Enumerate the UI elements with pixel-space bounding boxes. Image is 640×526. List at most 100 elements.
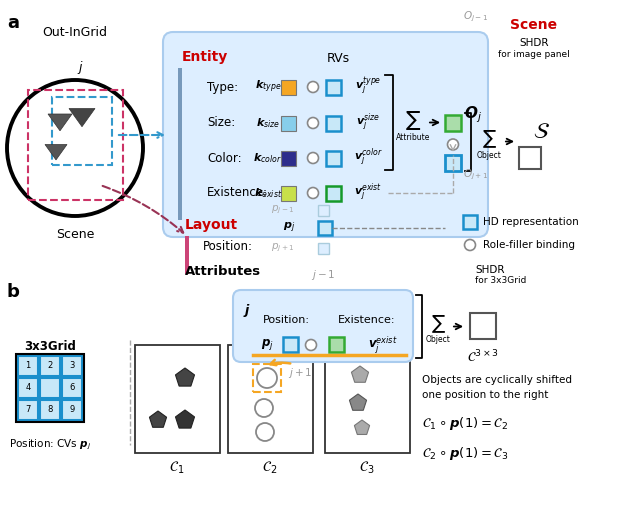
Bar xyxy=(329,337,344,352)
Bar xyxy=(318,243,329,254)
Text: 9: 9 xyxy=(69,406,75,414)
Text: $\boldsymbol{k}_{color}$: $\boldsymbol{k}_{color}$ xyxy=(253,151,282,165)
Text: Existence:: Existence: xyxy=(207,187,268,199)
Text: $\sum$: $\sum$ xyxy=(431,313,445,336)
Bar xyxy=(62,400,82,420)
Bar xyxy=(28,90,123,200)
Text: $\boldsymbol{k}_{exist}$: $\boldsymbol{k}_{exist}$ xyxy=(254,186,282,200)
Bar xyxy=(281,186,296,201)
Text: $\boldsymbol{v}_j^{exist}$: $\boldsymbol{v}_j^{exist}$ xyxy=(368,335,398,356)
Text: for image panel: for image panel xyxy=(498,50,570,59)
Text: Layout: Layout xyxy=(185,218,238,232)
Text: $\mathcal{S}$: $\mathcal{S}$ xyxy=(532,122,550,141)
Circle shape xyxy=(307,82,319,93)
Text: 7: 7 xyxy=(26,406,31,414)
Text: Position:: Position: xyxy=(203,239,253,252)
Text: Scene: Scene xyxy=(56,228,94,241)
Text: $\mathcal{C}_1$: $\mathcal{C}_1$ xyxy=(170,460,185,476)
Text: 3: 3 xyxy=(69,361,75,370)
Text: Attributes: Attributes xyxy=(185,265,261,278)
Text: $O_{j-1}$: $O_{j-1}$ xyxy=(463,9,488,24)
Text: $\sum$: $\sum$ xyxy=(405,109,421,132)
Bar xyxy=(40,400,60,420)
Text: $\mathcal{C}^{3\times3}$: $\mathcal{C}^{3\times3}$ xyxy=(467,349,499,365)
Bar xyxy=(318,205,329,216)
Text: Existence:: Existence: xyxy=(338,315,396,325)
Text: one position to the right: one position to the right xyxy=(422,390,548,400)
Text: 8: 8 xyxy=(47,406,52,414)
Text: 1: 1 xyxy=(26,361,31,370)
Text: Type:: Type: xyxy=(207,80,238,94)
Polygon shape xyxy=(45,145,67,160)
Text: 6: 6 xyxy=(69,383,75,392)
Bar xyxy=(40,378,60,398)
Circle shape xyxy=(7,80,143,216)
Text: $\boldsymbol{v}_j^{type}$: $\boldsymbol{v}_j^{type}$ xyxy=(355,76,381,98)
Text: $p_{j+1}$: $p_{j+1}$ xyxy=(271,242,295,254)
Text: 2: 2 xyxy=(47,361,52,370)
Text: b: b xyxy=(7,283,20,301)
Text: $\boldsymbol{O}_j$: $\boldsymbol{O}_j$ xyxy=(464,104,482,125)
Circle shape xyxy=(305,339,317,350)
Text: Entity: Entity xyxy=(182,50,228,64)
Polygon shape xyxy=(175,410,195,428)
Text: $\mathcal{C}_3$: $\mathcal{C}_3$ xyxy=(359,460,374,476)
Bar xyxy=(283,337,298,352)
Polygon shape xyxy=(69,108,95,127)
Bar xyxy=(325,345,410,453)
Bar xyxy=(62,378,82,398)
Circle shape xyxy=(465,239,476,250)
Bar xyxy=(281,116,296,131)
Text: SHDR: SHDR xyxy=(475,265,504,275)
Text: $p_{j-1}$: $p_{j-1}$ xyxy=(271,204,295,216)
Polygon shape xyxy=(349,394,367,410)
Text: for 3x3Grid: for 3x3Grid xyxy=(475,276,526,285)
Text: $\boldsymbol{v}_j^{exist}$: $\boldsymbol{v}_j^{exist}$ xyxy=(354,182,382,204)
Bar xyxy=(445,155,461,170)
Text: Attribute: Attribute xyxy=(396,133,430,141)
Text: 4: 4 xyxy=(26,383,31,392)
Text: HD representation: HD representation xyxy=(483,217,579,227)
Text: Scene: Scene xyxy=(511,18,557,32)
Bar xyxy=(228,345,313,453)
Bar xyxy=(18,356,38,376)
Bar xyxy=(52,97,112,165)
FancyBboxPatch shape xyxy=(163,32,488,237)
Polygon shape xyxy=(48,114,72,131)
Bar xyxy=(16,354,84,422)
Text: Objects are cyclically shifted: Objects are cyclically shifted xyxy=(422,375,572,385)
Text: Object: Object xyxy=(477,150,501,159)
Bar xyxy=(326,151,341,166)
Text: Size:: Size: xyxy=(207,116,236,129)
Polygon shape xyxy=(150,411,166,427)
Bar xyxy=(281,151,296,166)
FancyBboxPatch shape xyxy=(233,290,413,362)
Text: Position: CVs $\boldsymbol{p}_j$: Position: CVs $\boldsymbol{p}_j$ xyxy=(9,438,91,452)
Text: Position:: Position: xyxy=(263,315,310,325)
Text: $\mathcal{C}_2$: $\mathcal{C}_2$ xyxy=(262,460,278,476)
Bar xyxy=(326,186,341,201)
Bar xyxy=(519,147,541,168)
Text: $\boldsymbol{p}_j$: $\boldsymbol{p}_j$ xyxy=(283,221,295,235)
Text: $\boldsymbol{j}$: $\boldsymbol{j}$ xyxy=(243,302,251,319)
Bar xyxy=(253,364,281,392)
Bar xyxy=(135,345,220,453)
Bar xyxy=(326,116,341,131)
Circle shape xyxy=(307,117,319,128)
Circle shape xyxy=(255,399,273,417)
Text: SHDR: SHDR xyxy=(519,38,548,48)
Bar xyxy=(318,221,332,235)
Text: $\boldsymbol{k}_{type}$: $\boldsymbol{k}_{type}$ xyxy=(255,79,281,95)
Bar xyxy=(185,236,189,274)
Bar xyxy=(470,312,496,339)
Text: $\mathcal{C}_2 \circ \boldsymbol{p}(1)=\mathcal{C}_3$: $\mathcal{C}_2 \circ \boldsymbol{p}(1)=\… xyxy=(422,445,509,462)
Text: $\mathcal{C}_1 \circ \boldsymbol{p}(1)=\mathcal{C}_2$: $\mathcal{C}_1 \circ \boldsymbol{p}(1)=\… xyxy=(422,415,508,432)
Bar xyxy=(326,80,341,95)
Text: Out-InGrid: Out-InGrid xyxy=(42,26,108,39)
Text: $j-1$: $j-1$ xyxy=(311,268,335,282)
Polygon shape xyxy=(355,420,370,434)
Polygon shape xyxy=(175,368,195,386)
Bar xyxy=(18,400,38,420)
Text: $\boldsymbol{v}_j^{color}$: $\boldsymbol{v}_j^{color}$ xyxy=(353,147,383,169)
Circle shape xyxy=(257,368,277,388)
